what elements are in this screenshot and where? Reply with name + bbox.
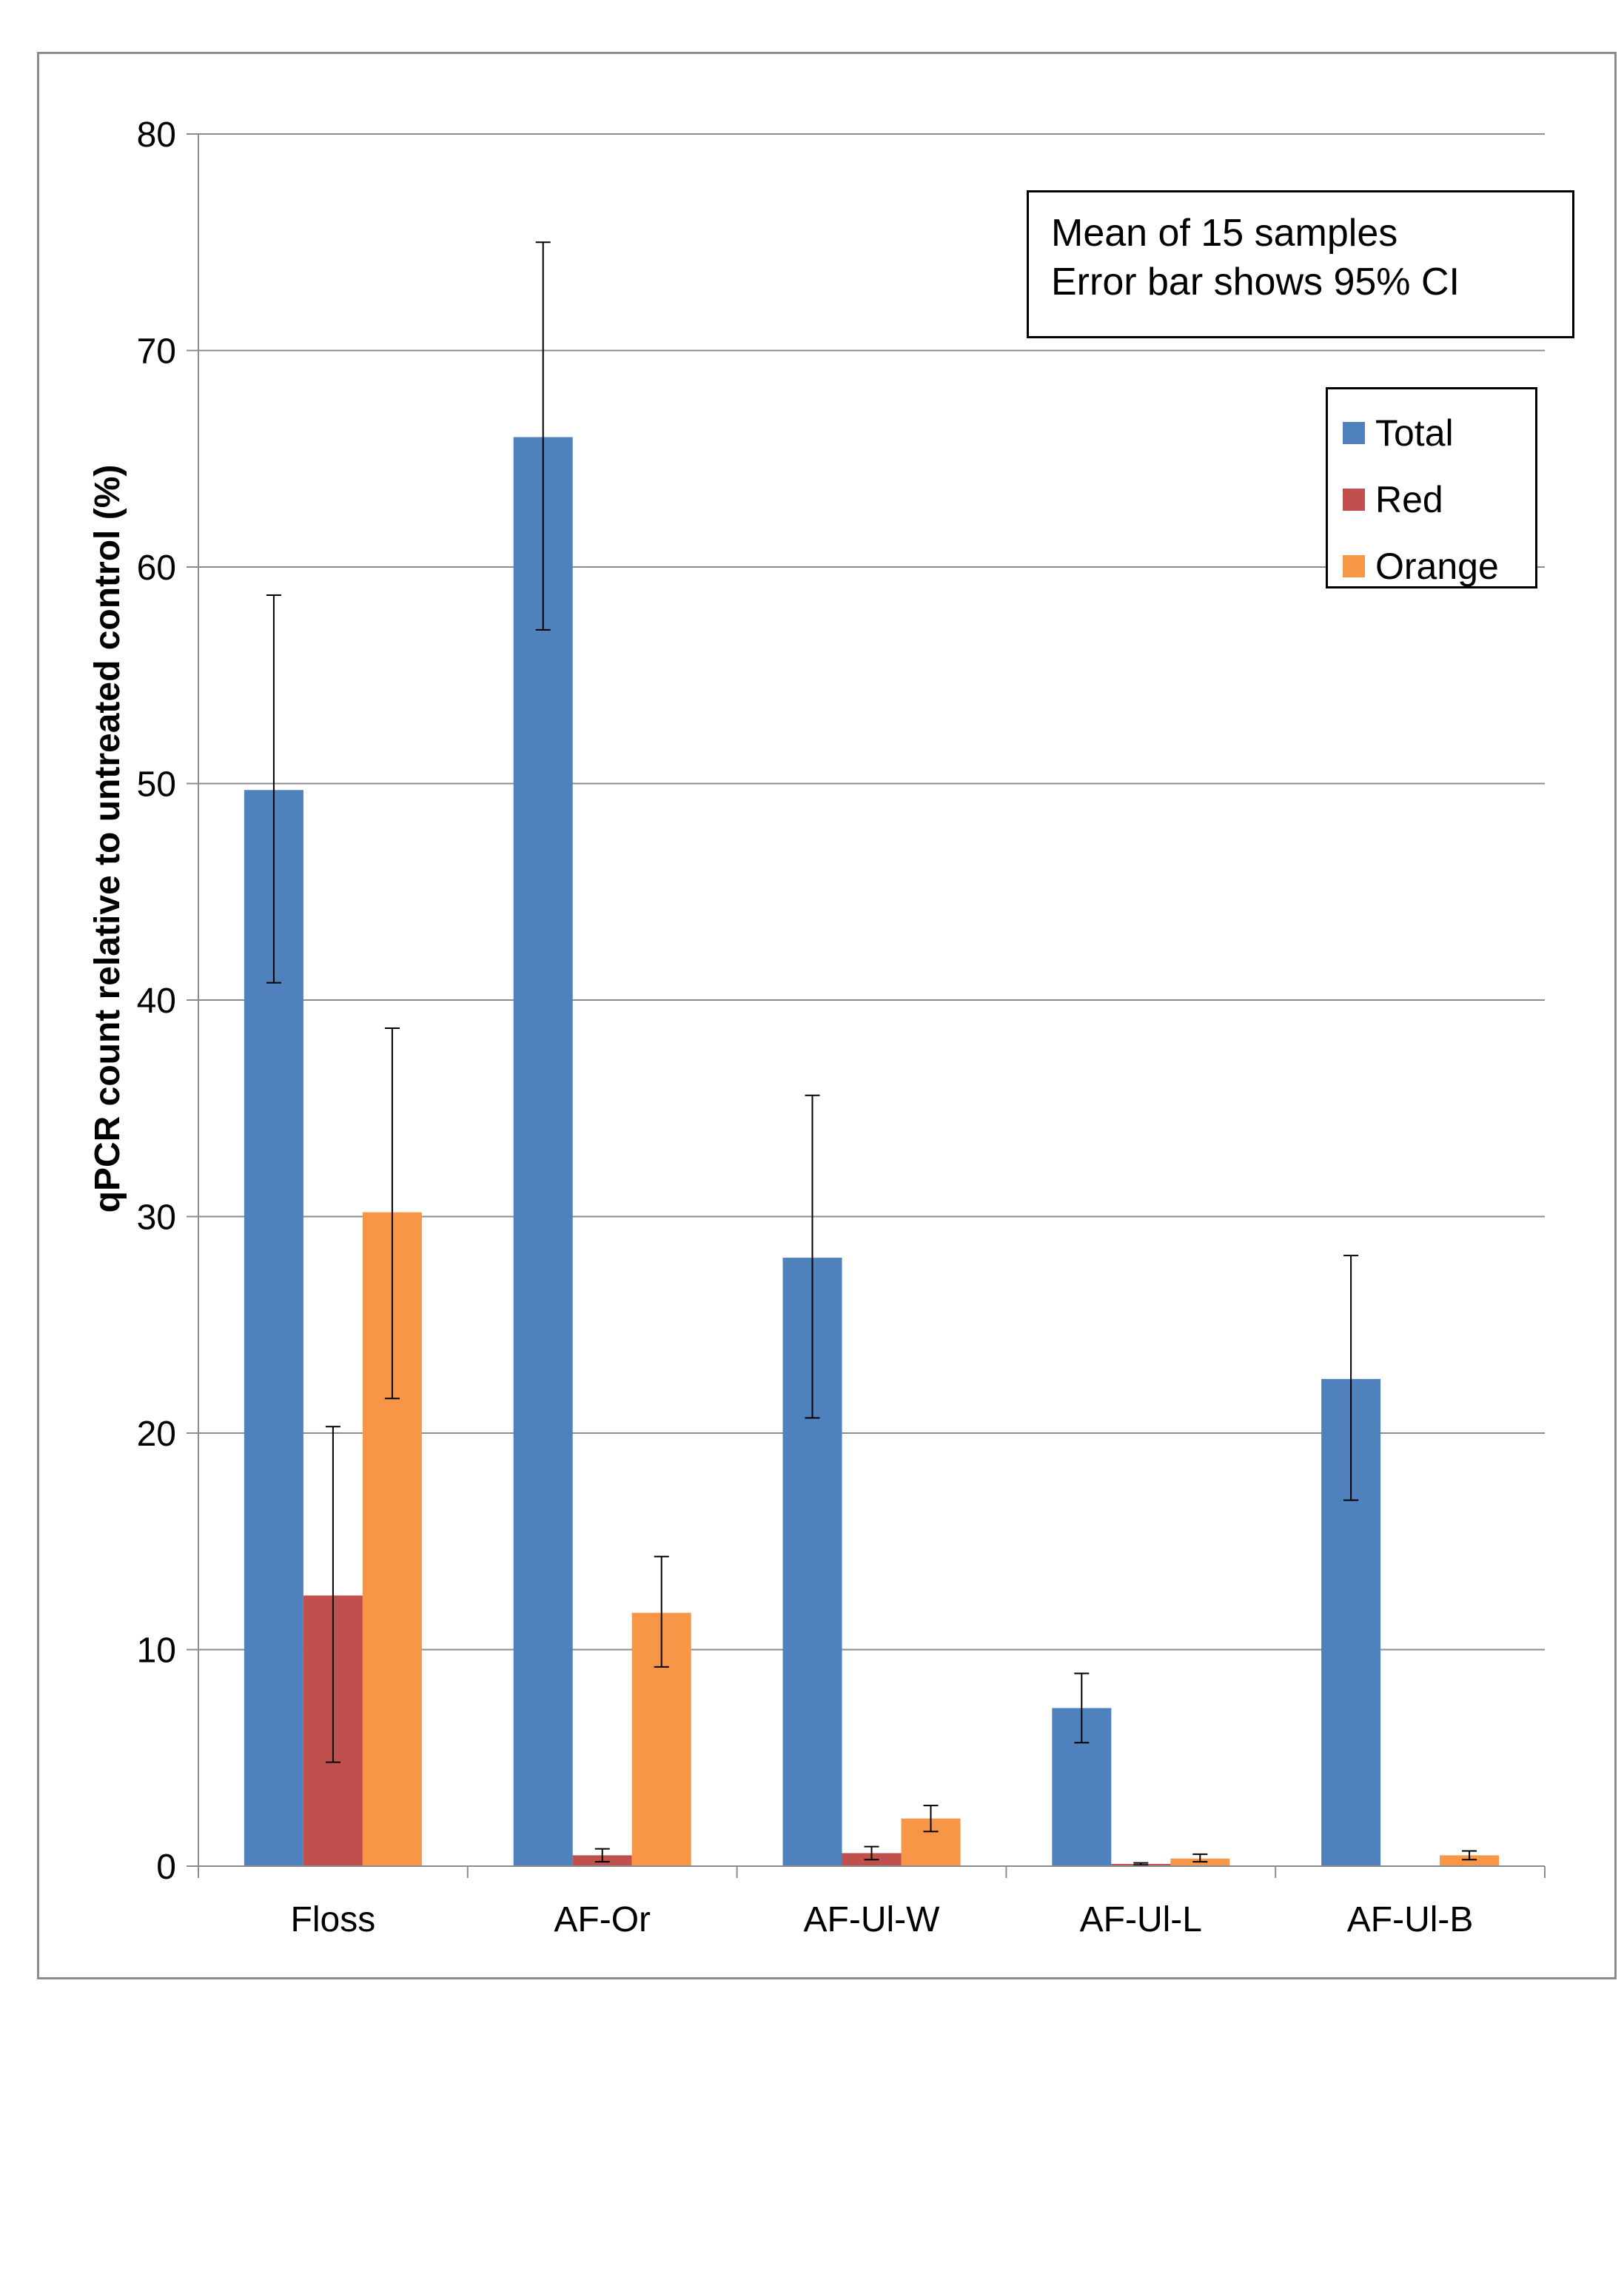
- x-tick-label: AF-Ul-B: [1347, 1900, 1474, 1939]
- legend-swatch-total: [1343, 422, 1365, 444]
- legend-swatch-orange: [1343, 555, 1365, 577]
- annotation-box: Mean of 15 samples Error bar shows 95% C…: [1027, 190, 1574, 338]
- legend-label-orange: Orange: [1375, 546, 1499, 587]
- error-bars: [266, 241, 1477, 1866]
- bar-total: [513, 437, 573, 1866]
- legend-swatch-red: [1343, 489, 1365, 511]
- axes: [187, 133, 1546, 1878]
- legend-item-red: Red: [1343, 466, 1535, 533]
- y-tick-label: 20: [137, 1415, 176, 1454]
- y-tick-label: 0: [156, 1848, 176, 1887]
- annotation-line: Mean of 15 samples: [1051, 212, 1398, 255]
- y-tick-label: 60: [137, 549, 176, 588]
- x-tick-label: AF-Ul-L: [1080, 1900, 1202, 1939]
- x-tick-label: AF-Ul-W: [804, 1900, 941, 1939]
- annotation-line: Error bar shows 95% CI: [1051, 261, 1460, 303]
- y-tick-label: 70: [137, 332, 176, 372]
- bar-orange: [1440, 1855, 1500, 1866]
- legend-label-red: Red: [1375, 479, 1443, 520]
- legend-item-orange: Orange: [1343, 533, 1535, 600]
- legend-label-total: Total: [1375, 412, 1454, 454]
- y-tick-label: 10: [137, 1631, 176, 1671]
- y-tick-label: 40: [137, 982, 176, 1021]
- legend-item-total: Total: [1343, 400, 1535, 466]
- y-axis-title: qPCR count relative to untreated control…: [88, 465, 127, 1213]
- bars: [244, 437, 1500, 1866]
- x-tick-label: Floss: [291, 1900, 376, 1939]
- x-tick-label: AF-Or: [554, 1900, 651, 1939]
- gridlines: [198, 133, 1545, 1651]
- chart-frame: 0 10 20 30 40 50 60 70 80 Floss AF-Or AF-Ul-W AF-Ul-…: [37, 52, 1617, 1979]
- y-tick-label: 80: [137, 115, 176, 155]
- y-tick-label: 50: [137, 765, 176, 805]
- y-tick-label: 30: [137, 1198, 176, 1238]
- bar-chart: 0 10 20 30 40 50 60 70 80 Floss AF-Or AF-Ul-W AF-Ul-…: [88, 115, 1546, 1939]
- legend: Total Red Orange: [1326, 387, 1537, 588]
- tick-labels: 0 10 20 30 40 50 60 70 80 Floss AF-Or AF-Ul-W AF-Ul-…: [137, 115, 1474, 1939]
